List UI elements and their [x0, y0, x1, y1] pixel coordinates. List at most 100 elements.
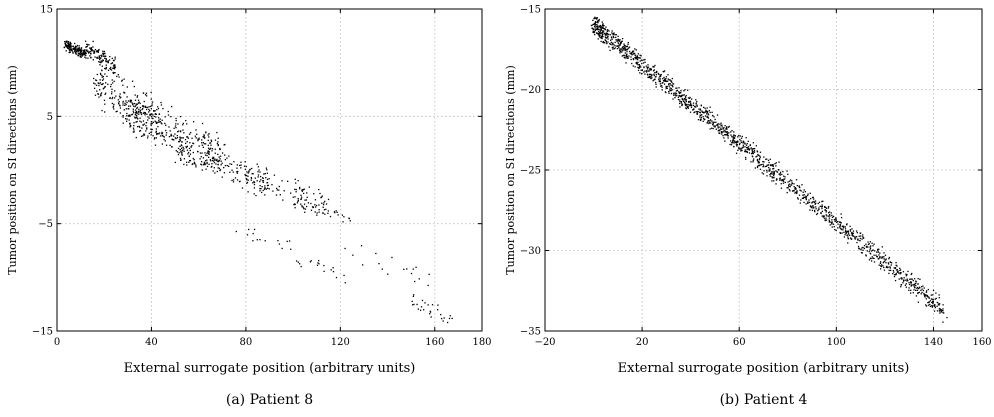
data-point — [264, 187, 266, 189]
data-point — [80, 53, 82, 55]
data-point — [112, 71, 114, 74]
data-point — [304, 208, 307, 210]
data-point — [665, 91, 667, 94]
data-point — [620, 50, 622, 52]
data-point — [602, 35, 604, 38]
data-point — [127, 100, 130, 102]
data-point — [630, 52, 633, 54]
data-point — [708, 122, 710, 125]
data-point — [596, 28, 598, 31]
data-point — [664, 91, 667, 93]
data-point — [883, 252, 885, 254]
data-point — [169, 144, 171, 147]
data-point — [899, 271, 901, 274]
data-point — [916, 287, 918, 290]
data-point — [828, 206, 830, 208]
data-point — [828, 217, 831, 219]
data-point — [842, 227, 845, 229]
data-point — [220, 160, 222, 162]
data-point — [68, 47, 70, 49]
data-point — [888, 256, 891, 259]
data-point — [161, 134, 164, 137]
data-point — [668, 92, 670, 94]
data-point — [902, 279, 905, 281]
x-tick-label: 100 — [827, 337, 846, 348]
data-point — [883, 260, 886, 262]
data-point — [639, 65, 641, 67]
data-point — [705, 109, 707, 111]
data-point — [648, 70, 650, 72]
data-point — [618, 39, 620, 41]
data-point — [676, 89, 679, 92]
data-point — [106, 61, 108, 63]
data-point — [102, 82, 104, 85]
data-point — [748, 149, 750, 151]
data-point — [858, 235, 860, 237]
data-point — [696, 112, 698, 114]
data-point — [332, 267, 334, 269]
data-point — [684, 99, 686, 101]
data-point — [301, 189, 303, 191]
data-point — [158, 119, 160, 121]
data-point — [644, 70, 646, 72]
data-point — [151, 113, 153, 115]
data-point — [214, 158, 216, 160]
data-point — [79, 56, 82, 58]
data-point — [179, 157, 182, 160]
data-point — [262, 181, 264, 184]
data-point — [78, 52, 80, 54]
data-point — [683, 97, 686, 100]
data-point — [811, 205, 813, 208]
data-point — [731, 142, 734, 144]
data-point — [786, 191, 788, 194]
data-point — [221, 162, 223, 164]
data-point — [792, 190, 794, 192]
data-point — [223, 166, 225, 169]
data-point — [101, 55, 103, 58]
data-point — [763, 156, 765, 158]
data-point — [774, 163, 776, 165]
x-tick-label: 80 — [240, 337, 253, 348]
data-point — [112, 67, 114, 69]
data-point — [915, 284, 917, 287]
data-point — [812, 205, 814, 207]
data-point — [717, 124, 719, 127]
data-point — [814, 203, 816, 205]
data-point — [257, 171, 259, 173]
data-point — [678, 94, 680, 97]
data-point — [743, 141, 745, 143]
data-point — [831, 222, 833, 224]
data-point — [845, 230, 847, 233]
data-point — [737, 141, 739, 143]
data-point — [187, 153, 189, 155]
data-point — [188, 133, 191, 135]
data-point — [672, 83, 674, 85]
data-point — [236, 167, 238, 169]
data-point — [186, 136, 189, 138]
data-point — [260, 188, 262, 190]
data-point — [81, 53, 83, 55]
data-point — [621, 47, 624, 49]
data-point — [761, 172, 763, 174]
data-point — [600, 40, 602, 43]
data-point — [219, 169, 222, 171]
data-point — [219, 158, 221, 160]
data-point — [654, 64, 656, 67]
data-point — [115, 95, 117, 97]
data-point — [678, 87, 680, 89]
data-point — [111, 88, 113, 90]
data-point — [239, 164, 241, 167]
data-point — [618, 40, 620, 43]
data-point — [96, 90, 98, 92]
data-point — [725, 131, 728, 133]
data-point — [818, 201, 821, 203]
data-point — [860, 251, 863, 254]
data-point — [336, 211, 338, 214]
data-point — [78, 50, 80, 52]
data-point — [799, 202, 801, 204]
data-point — [259, 238, 261, 241]
data-point — [659, 80, 661, 82]
data-point — [603, 25, 605, 27]
data-point — [647, 76, 649, 79]
data-point — [97, 50, 99, 52]
